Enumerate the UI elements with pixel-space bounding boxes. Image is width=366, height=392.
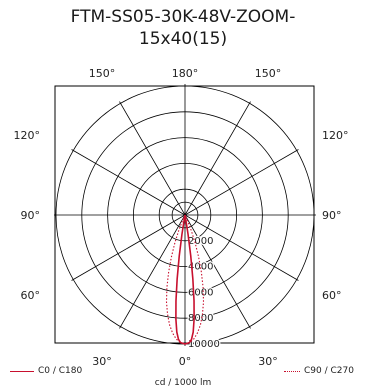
chart-title-line-1: FTM-SS05-30K-48V-ZOOM- — [70, 7, 296, 27]
angle-label: 60° — [322, 289, 342, 302]
legend-swatch-solid — [10, 370, 34, 372]
radial-tick-label: 2000 — [188, 236, 213, 247]
angle-label: 120° — [322, 129, 349, 142]
chart-title-line-2: 15x40(15) — [138, 29, 228, 49]
angle-label: 150° — [255, 67, 282, 80]
grid-circle — [81, 111, 289, 319]
radial-tick-label: 10000 — [188, 339, 220, 350]
series-c90-c270-curve — [165, 214, 205, 345]
radial-tick-label: 6000 — [188, 287, 213, 298]
legend-swatch-dotted — [284, 370, 300, 372]
radial-tick-label: 8000 — [188, 313, 213, 324]
angle-label: 90° — [21, 209, 41, 222]
chart-title: FTM-SS05-30K-48V-ZOOM- 15x40(15) — [0, 6, 366, 50]
angle-label: 90° — [322, 209, 342, 222]
grid-circle — [132, 162, 237, 267]
grid-circle — [107, 137, 263, 293]
legend-item-c90-c270: C90 / C270 — [284, 366, 354, 376]
legend-label-c90-c270: C90 / C270 — [304, 366, 354, 376]
angle-label: 60° — [21, 289, 41, 302]
legend-label-c0-c180: C0 / C180 — [38, 366, 83, 376]
angle-label: 180° — [172, 67, 199, 80]
legend-item-c0-c180: C0 / C180 — [10, 366, 82, 376]
angle-label: 30° — [258, 355, 278, 368]
radial-tick-label: 4000 — [188, 262, 213, 273]
angle-label: 150° — [89, 67, 116, 80]
angle-label: 120° — [14, 129, 41, 142]
unit-label: cd / 1000 lm — [154, 378, 212, 388]
grid-circle-inner — [171, 201, 199, 229]
grid-circle — [158, 188, 212, 242]
angle-label: 0° — [179, 355, 192, 368]
angle-label: 30° — [92, 355, 112, 368]
